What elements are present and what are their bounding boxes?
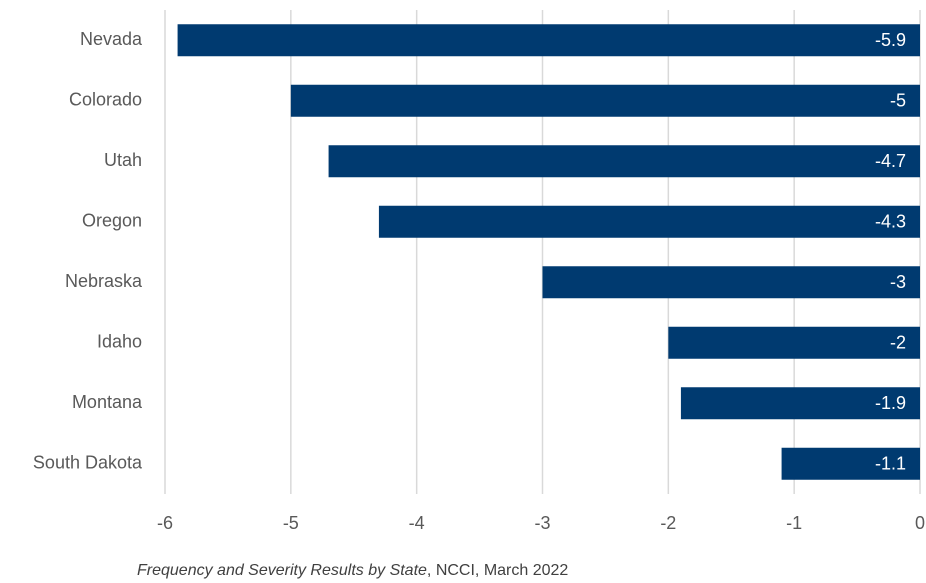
value-label: -4.3 bbox=[875, 212, 906, 232]
y-tick-label: South Dakota bbox=[33, 453, 143, 473]
y-tick-label: Colorado bbox=[69, 90, 142, 110]
value-label: -5 bbox=[890, 91, 906, 111]
y-tick-label: Idaho bbox=[97, 332, 142, 352]
value-label: -1.9 bbox=[875, 393, 906, 413]
bar bbox=[680, 387, 920, 420]
x-tick-label: 0 bbox=[915, 513, 925, 533]
value-label: -5.9 bbox=[875, 30, 906, 50]
x-tick-label: -2 bbox=[660, 513, 676, 533]
bar bbox=[328, 145, 920, 178]
value-label: -2 bbox=[890, 333, 906, 353]
bar bbox=[781, 447, 920, 480]
source-details: , NCCI, March 2022 bbox=[427, 562, 568, 579]
bar bbox=[290, 84, 920, 117]
y-tick-label: Nevada bbox=[80, 29, 143, 49]
caption: Frequency and Severity Results by State,… bbox=[137, 562, 568, 579]
bar bbox=[378, 205, 921, 238]
bar bbox=[668, 326, 920, 359]
value-label: -3 bbox=[890, 272, 906, 292]
x-tick-label: -5 bbox=[283, 513, 299, 533]
x-tick-label: -4 bbox=[409, 513, 425, 533]
bar bbox=[177, 24, 921, 57]
y-tick-label: Utah bbox=[104, 150, 142, 170]
x-tick-label: -1 bbox=[786, 513, 802, 533]
value-label: -1.1 bbox=[875, 454, 906, 474]
x-tick-label: -6 bbox=[157, 513, 173, 533]
source-title: Frequency and Severity Results by State bbox=[137, 562, 427, 579]
bar bbox=[542, 266, 920, 299]
y-tick-label: Nebraska bbox=[65, 271, 143, 291]
value-label: -4.7 bbox=[875, 151, 906, 171]
x-tick-label: -3 bbox=[534, 513, 550, 533]
y-tick-label: Montana bbox=[72, 392, 143, 412]
y-tick-label: Oregon bbox=[82, 211, 142, 231]
